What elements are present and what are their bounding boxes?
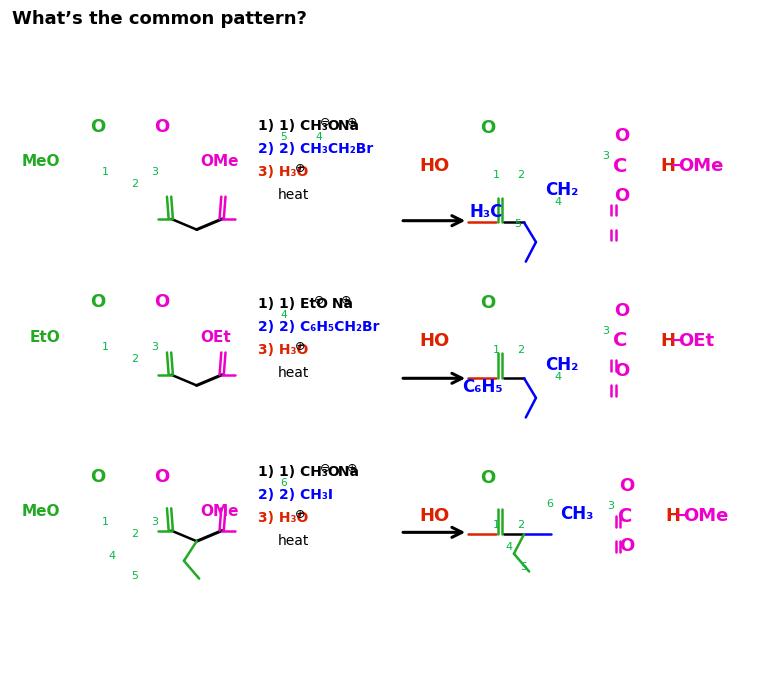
Text: ⊕: ⊕ — [347, 117, 358, 130]
Text: Na: Na — [333, 119, 359, 133]
Text: ⊕: ⊕ — [341, 294, 352, 307]
Text: O: O — [619, 477, 635, 495]
Text: 3: 3 — [151, 342, 158, 352]
Text: O: O — [90, 118, 106, 136]
Text: ⊖: ⊖ — [314, 294, 324, 307]
Text: −: − — [674, 507, 689, 525]
Text: heat: heat — [278, 534, 310, 548]
Text: C: C — [613, 332, 627, 350]
Text: 3) H₃O: 3) H₃O — [258, 511, 308, 525]
Text: Na: Na — [333, 465, 359, 479]
Text: O: O — [615, 187, 629, 205]
Text: 2: 2 — [131, 179, 139, 189]
Text: 6: 6 — [546, 499, 553, 509]
Text: C: C — [618, 507, 632, 525]
Text: ⊖: ⊖ — [320, 462, 331, 475]
Text: HO: HO — [420, 157, 450, 175]
Text: 2: 2 — [518, 345, 525, 355]
Text: 1: 1 — [102, 517, 109, 527]
Text: C: C — [613, 157, 627, 176]
Text: 4: 4 — [505, 542, 513, 552]
Text: O: O — [90, 293, 106, 311]
Text: CH₃: CH₃ — [560, 505, 594, 523]
Text: O: O — [90, 468, 106, 486]
Text: HO: HO — [420, 507, 450, 525]
Text: 4: 4 — [315, 132, 321, 142]
Text: 3: 3 — [151, 517, 158, 527]
Text: −: − — [669, 332, 684, 350]
Text: 3: 3 — [608, 501, 615, 511]
Text: 1: 1 — [493, 345, 500, 355]
Text: What’s the common pattern?: What’s the common pattern? — [12, 10, 307, 28]
Text: C₆H₅: C₆H₅ — [462, 378, 503, 396]
Text: OMe: OMe — [678, 157, 723, 175]
Text: 2: 2 — [131, 354, 139, 364]
Text: H: H — [660, 157, 675, 175]
Text: OMe: OMe — [200, 155, 238, 169]
Text: O: O — [615, 362, 629, 380]
Text: ⊕: ⊕ — [347, 462, 358, 475]
Text: 4: 4 — [554, 372, 562, 382]
Text: H₃C: H₃C — [469, 203, 503, 221]
Text: 5: 5 — [514, 219, 521, 229]
Text: ⊖: ⊖ — [320, 117, 331, 130]
Text: Na: Na — [327, 297, 353, 311]
Text: 5: 5 — [280, 132, 286, 142]
Text: ⊕: ⊕ — [295, 509, 306, 521]
Text: O: O — [480, 469, 496, 487]
Text: 2) 2) CH₃CH₂Br: 2) 2) CH₃CH₂Br — [258, 142, 373, 156]
Text: O: O — [480, 119, 496, 137]
Text: 3) H₃O: 3) H₃O — [258, 165, 308, 179]
Text: O: O — [154, 293, 170, 311]
Text: 3) H₃O: 3) H₃O — [258, 343, 308, 357]
Text: 4: 4 — [280, 310, 286, 320]
Text: 1) 1) CH₃O: 1) 1) CH₃O — [258, 465, 340, 479]
Text: ⊕: ⊕ — [295, 341, 306, 353]
Text: O: O — [154, 118, 170, 136]
Text: heat: heat — [278, 188, 310, 202]
Text: H: H — [665, 507, 680, 525]
Text: O: O — [615, 127, 629, 145]
Text: O: O — [619, 537, 635, 555]
Text: 2: 2 — [131, 529, 139, 539]
Text: OEt: OEt — [200, 330, 230, 344]
Text: −: − — [669, 157, 684, 175]
Text: 1: 1 — [102, 167, 109, 177]
Text: O: O — [154, 468, 170, 486]
Text: heat: heat — [278, 366, 310, 380]
Text: 4: 4 — [109, 551, 116, 561]
Text: 2: 2 — [518, 520, 525, 530]
Text: 2) 2) C₆H₅CH₂Br: 2) 2) C₆H₅CH₂Br — [258, 320, 379, 334]
Text: H: H — [660, 332, 675, 350]
Text: O: O — [480, 294, 496, 312]
Text: EtO: EtO — [29, 330, 60, 344]
Text: 1: 1 — [102, 342, 109, 352]
Text: 5: 5 — [521, 562, 528, 572]
Text: 3: 3 — [602, 326, 609, 336]
Text: 1: 1 — [493, 520, 500, 530]
Text: CH₂: CH₂ — [545, 356, 578, 374]
Text: HO: HO — [420, 332, 450, 350]
Text: OMe: OMe — [683, 507, 729, 525]
Text: 5: 5 — [131, 571, 138, 581]
Text: MeO: MeO — [22, 155, 60, 169]
Text: O: O — [615, 302, 629, 320]
Text: 2) 2) CH₃I: 2) 2) CH₃I — [258, 488, 333, 502]
Text: 3: 3 — [602, 151, 609, 161]
Text: ⊕: ⊕ — [295, 162, 306, 176]
Text: 1) 1) EtO: 1) 1) EtO — [258, 297, 328, 311]
Text: 2: 2 — [518, 170, 525, 180]
Text: OMe: OMe — [200, 505, 238, 520]
Text: 6: 6 — [280, 478, 286, 488]
Text: 4: 4 — [554, 197, 562, 207]
Text: MeO: MeO — [22, 505, 60, 520]
Text: 1: 1 — [493, 170, 500, 180]
Text: CH₂: CH₂ — [545, 181, 578, 199]
Text: 3: 3 — [151, 167, 158, 177]
Text: OEt: OEt — [678, 332, 714, 350]
Text: 1) 1) CH₃O: 1) 1) CH₃O — [258, 119, 340, 133]
